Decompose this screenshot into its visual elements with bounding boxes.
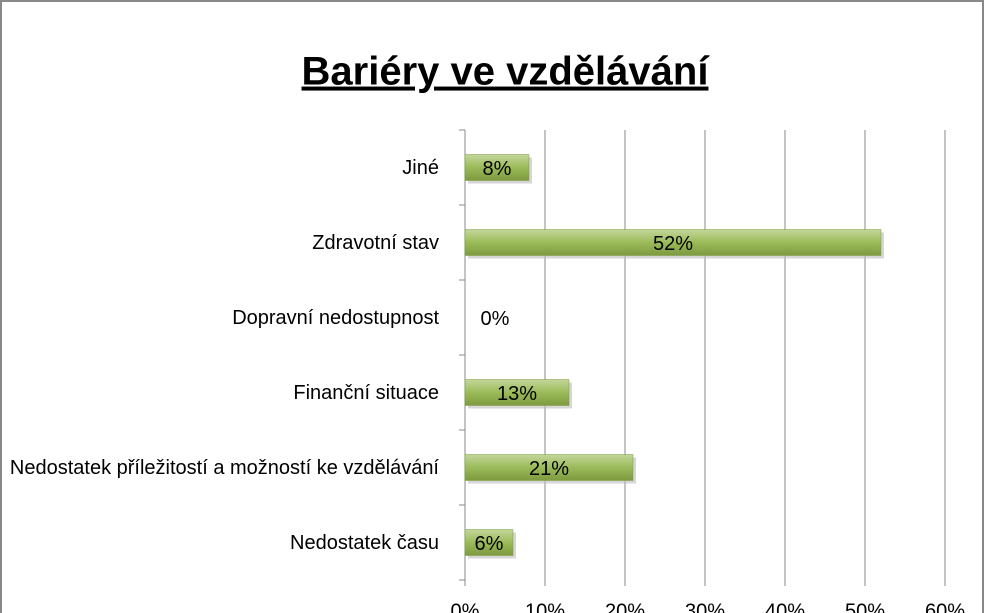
data-label: 13% bbox=[497, 383, 537, 405]
y-tick-label: Finanční situace bbox=[293, 381, 439, 404]
bar bbox=[464, 379, 570, 406]
data-label: 0% bbox=[481, 308, 510, 330]
y-tick-label: Nedostatek příležitostí a možností ke vz… bbox=[9, 456, 439, 479]
y-tick-label: Nedostatek času bbox=[290, 531, 439, 554]
x-tick-label: 60% bbox=[925, 600, 965, 613]
data-label: 52% bbox=[653, 233, 693, 255]
x-tick-label: 20% bbox=[605, 600, 645, 613]
x-tick-label: 40% bbox=[765, 600, 805, 613]
chart-title: Bariéry ve vzdělávání bbox=[302, 50, 711, 94]
bar bbox=[464, 454, 634, 481]
x-tick-label: 0% bbox=[451, 600, 480, 613]
data-label: 8% bbox=[483, 158, 512, 180]
x-tick-label: 10% bbox=[525, 600, 565, 613]
x-tick-label: 50% bbox=[845, 600, 885, 613]
y-tick-label: Jiné bbox=[402, 156, 439, 179]
bar bbox=[464, 229, 882, 256]
x-tick-label: 30% bbox=[685, 600, 725, 613]
bar bbox=[464, 529, 514, 556]
data-label: 6% bbox=[475, 533, 504, 555]
y-tick-label: Zdravotní stav bbox=[312, 231, 439, 254]
bar bbox=[464, 154, 530, 181]
data-label: 21% bbox=[529, 458, 569, 480]
y-tick-label: Dopravní nedostupnost bbox=[232, 306, 439, 329]
